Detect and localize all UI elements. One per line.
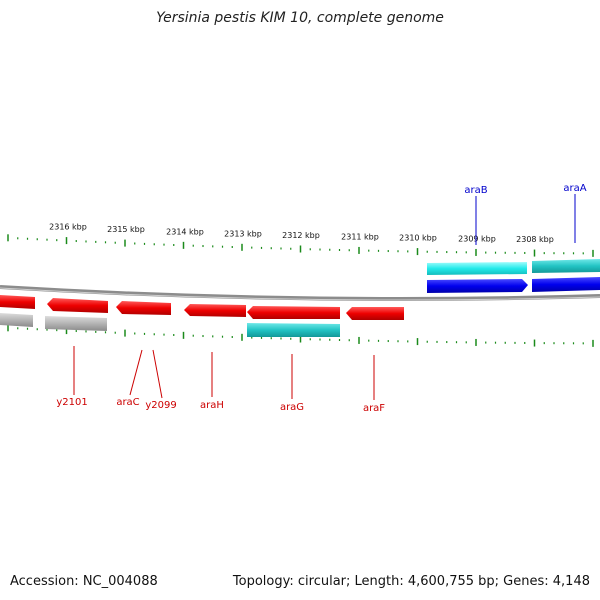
reverse-features — [0, 295, 404, 337]
feature-teal-araA[interactable] — [532, 259, 600, 273]
gene-label-y2099[interactable]: y2099 — [145, 400, 176, 411]
genome-backbone — [0, 285, 600, 301]
feature-grey-left-partial[interactable] — [0, 313, 33, 327]
gene-araA-arrow[interactable] — [532, 277, 600, 292]
gene-araB-arrow[interactable] — [427, 279, 528, 293]
scale-label: 2312 kbp — [282, 231, 320, 240]
scale-label: 2314 kbp — [166, 227, 204, 236]
gene-araH-arrow[interactable] — [184, 304, 246, 317]
genome-title: Yersinia pestis KIM 10, complete genome — [156, 10, 444, 26]
genome-summary: Topology: circular; Length: 4,600,755 bp… — [232, 574, 590, 589]
gene-label-araH[interactable]: araH — [200, 400, 224, 411]
scale-label: 2313 kbp — [224, 229, 262, 238]
scale-label: 2315 kbp — [107, 225, 145, 234]
accession-label: Accession: NC_004088 — [10, 574, 158, 589]
gene-label-araA[interactable]: araA — [563, 183, 586, 194]
gene-label-araB[interactable]: araB — [464, 185, 487, 196]
gene-labels: araB araA y2101 araC y2099 araH araG ara… — [56, 183, 586, 414]
gene-left-partial-arrow[interactable] — [0, 295, 35, 309]
tick-row-top — [7, 234, 594, 257]
callout-lines — [73, 194, 576, 400]
gene-label-araF[interactable]: araF — [363, 403, 385, 414]
forward-features — [427, 259, 600, 293]
gene-araC-arrow[interactable] — [116, 301, 171, 315]
gene-araF-arrow[interactable] — [346, 307, 404, 320]
gene-araG-arrow[interactable] — [247, 306, 340, 319]
gene-label-araC[interactable]: araC — [116, 397, 139, 408]
scale-label: 2310 kbp — [399, 234, 437, 243]
scale-label: 2311 kbp — [341, 232, 379, 241]
gene-y2101-arrow[interactable] — [47, 298, 108, 313]
feature-teal-araB[interactable] — [427, 262, 527, 275]
scale-label: 2308 kbp — [516, 235, 554, 244]
feature-teal-araG[interactable] — [247, 323, 340, 337]
scale-labels: 2316 kbp 2315 kbp 2314 kbp 2313 kbp 2312 kbp… — [49, 223, 554, 244]
scale-label: 2309 kbp — [458, 234, 496, 243]
gene-label-araG[interactable]: araG — [280, 402, 304, 413]
gene-label-y2101[interactable]: y2101 — [56, 397, 87, 408]
feature-grey-y2101[interactable] — [45, 316, 107, 331]
scale-label: 2316 kbp — [49, 223, 87, 232]
